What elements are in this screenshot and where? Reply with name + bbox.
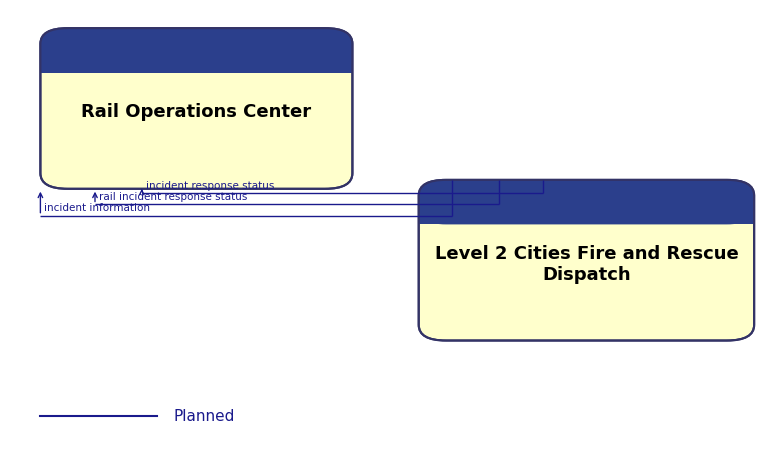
- Text: Level 2 Cities Fire and Rescue
Dispatch: Level 2 Cities Fire and Rescue Dispatch: [435, 245, 738, 283]
- FancyBboxPatch shape: [419, 180, 754, 224]
- Text: Planned: Planned: [173, 409, 234, 424]
- Bar: [419, 209, 754, 224]
- Bar: [41, 57, 352, 73]
- FancyBboxPatch shape: [419, 180, 754, 340]
- Text: incident response status: incident response status: [146, 181, 274, 191]
- Text: incident information: incident information: [45, 203, 150, 213]
- Bar: [41, 57, 352, 65]
- Bar: [419, 209, 754, 216]
- Text: rail incident response status: rail incident response status: [99, 192, 247, 202]
- FancyBboxPatch shape: [41, 28, 352, 73]
- Text: Rail Operations Center: Rail Operations Center: [81, 103, 312, 121]
- FancyBboxPatch shape: [41, 28, 352, 189]
